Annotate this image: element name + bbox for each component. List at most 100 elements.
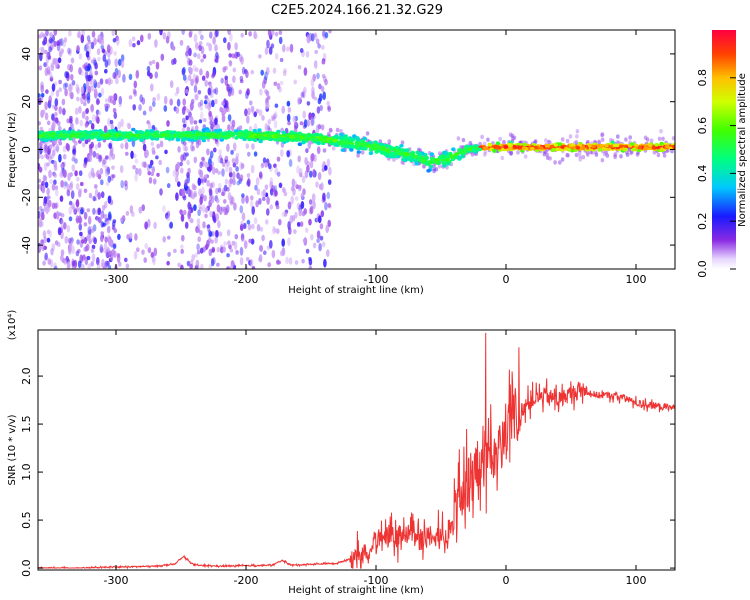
heatmap-noise-cell [326,100,331,106]
heatmap-noise-cell [302,110,307,119]
spectrogram-ytick-label: -40 [20,236,33,254]
heatmap-noise-cell [138,104,142,111]
heatmap-ridge-cell [446,161,451,166]
heatmap-noise-cell [306,164,310,173]
heatmap-ridge-cell [81,130,86,135]
heatmap-noise-cell [96,48,101,56]
heatmap-noise-cell [45,89,49,94]
heatmap-noise-cell [656,152,661,158]
heatmap-ridge-cell [252,128,257,133]
heatmap-noise-cell [150,251,155,258]
snr-xtick-label: -300 [104,574,129,587]
heatmap-noise-cell [378,139,383,144]
heatmap-noise-cell [600,132,604,138]
heatmap-noise-cell [205,70,210,79]
heatmap-noise-cell [223,241,227,246]
heatmap-noise-cell [216,262,220,267]
heatmap-ridge-cell [273,137,278,142]
heatmap-ridge-cell [273,134,278,139]
heatmap-noise-cell [72,206,77,213]
heatmap-noise-cell [134,158,139,164]
heatmap-noise-cell [69,118,73,124]
heatmap-noise-cell [267,30,272,37]
heatmap-noise-cell [77,30,81,39]
heatmap-noise-cell [62,145,67,153]
heatmap-noise-cell [45,206,49,215]
heatmap-noise-cell [133,250,138,260]
heatmap-noise-cell [500,155,505,161]
heatmap-noise-cell [222,66,226,73]
heatmap-noise-cell [231,157,236,164]
heatmap-noise-cell [49,77,54,82]
heatmap-noise-cell [199,161,203,169]
heatmap-noise-cell [594,152,599,157]
heatmap-noise-cell [230,149,234,155]
heatmap-noise-cell [296,222,301,227]
heatmap-noise-cell [208,187,213,194]
heatmap-noise-cell [558,160,562,165]
heatmap-noise-cell [83,44,88,52]
heatmap-noise-cell [54,185,59,191]
heatmap-noise-cell [240,32,244,38]
spectrogram-xlabel: Height of straight line (km) [288,285,424,296]
heatmap-noise-cell [251,143,255,150]
heatmap-ridge-cell [170,134,175,138]
heatmap-noise-cell [326,249,330,257]
heatmap-noise-cell [322,91,327,100]
heatmap-noise-cell [75,83,80,93]
heatmap-noise-cell [250,195,254,201]
heatmap-noise-cell [208,237,212,243]
heatmap-noise-cell [305,148,309,154]
heatmap-ridge-cell [560,145,565,149]
heatmap-noise-cell [203,118,207,123]
heatmap-noise-cell [43,162,48,171]
heatmap-ridge-cell [175,131,181,136]
heatmap-ridge-cell [201,128,206,132]
heatmap-ridge-cell [331,142,337,146]
heatmap-noise-cell [320,85,325,92]
heatmap-noise-cell [175,86,180,95]
heatmap-noise-cell [120,60,125,69]
heatmap-noise-cell [321,30,326,37]
heatmap-ridge-cell [39,134,44,138]
heatmap-ridge-cell [281,130,286,135]
heatmap-noise-cell [48,230,53,238]
heatmap-noise-cell [44,101,48,111]
heatmap-noise-cell [54,240,59,246]
heatmap-noise-cell [273,81,278,87]
heatmap-noise-cell [107,77,112,86]
heatmap-noise-cell [276,228,280,235]
heatmap-noise-cell [141,161,146,168]
heatmap-noise-cell [104,213,108,221]
heatmap-noise-cell [271,185,275,193]
heatmap-ridge-cell [297,142,302,146]
heatmap-noise-cell [240,233,245,242]
heatmap-noise-cell [240,163,245,169]
heatmap-noise-cell [244,108,248,117]
heatmap-noise-cell [185,115,189,121]
heatmap-noise-cell [311,193,316,202]
heatmap-noise-cell [197,53,201,60]
heatmap-noise-cell [201,75,206,81]
heatmap-noise-cell [196,250,201,255]
heatmap-ridge-cell [362,136,367,141]
heatmap-ridge-cell [623,147,628,152]
heatmap-noise-cell [106,220,110,225]
heatmap-ridge-cell [349,148,354,152]
heatmap-noise-cell [202,54,207,59]
heatmap-noise-cell [104,236,108,243]
heatmap-noise-cell [91,244,96,250]
heatmap-noise-cell [287,107,292,113]
heatmap-noise-cell [165,35,170,44]
heatmap-noise-cell [227,41,231,51]
heatmap-noise-cell [48,46,52,53]
heatmap-ridge-cell [69,134,75,138]
heatmap-noise-cell [48,37,53,44]
heatmap-noise-cell [196,218,201,226]
heatmap-noise-cell [112,243,117,250]
heatmap-noise-cell [62,153,67,160]
heatmap-noise-cell [238,53,243,63]
heatmap-ridge-cell [390,152,395,156]
heatmap-noise-cell [286,100,291,107]
heatmap-ridge-cell [44,138,49,143]
